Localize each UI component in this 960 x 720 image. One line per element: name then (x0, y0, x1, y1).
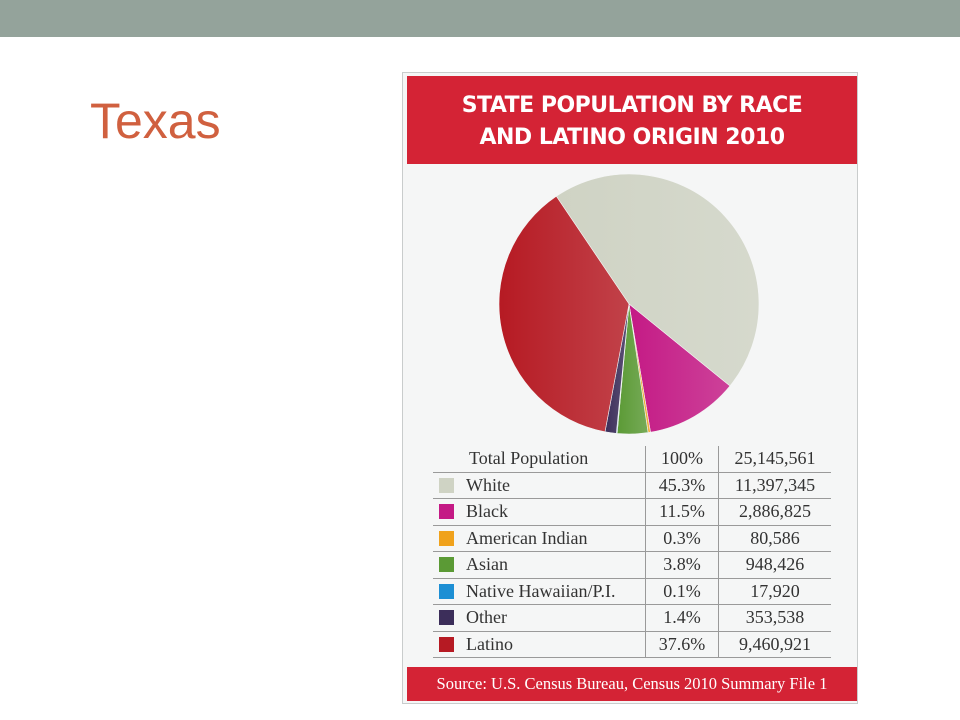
series-count: 11,397,345 (718, 472, 831, 499)
slide-title: Texas (90, 93, 221, 149)
table-row: White 45.3% 11,397,345 (433, 472, 831, 499)
series-name: Latino (466, 633, 513, 654)
total-percent: 100% (645, 446, 719, 473)
source-text: Source: U.S. Census Bureau, Census 2010 … (436, 674, 828, 693)
infographic-card: STATE POPULATION BY RACE AND LATINO ORIG… (402, 72, 858, 704)
latino-swatch (439, 636, 454, 652)
series-name: Other (466, 607, 507, 628)
population-table: Total Population 100% 25,145,561 White 4… (433, 446, 831, 658)
series-name: American Indian (466, 527, 588, 548)
series-count: 9,460,921 (718, 631, 831, 658)
series-percent: 45.3% (645, 472, 719, 499)
table-row: Asian 3.8% 948,426 (433, 551, 831, 579)
table-row: Other 1.4% 353,538 (433, 604, 831, 632)
american-indian-swatch (439, 530, 454, 546)
pie-slice-latino (498, 195, 630, 433)
pie-slice-white (555, 173, 760, 387)
white-swatch (439, 477, 454, 493)
total-count: 25,145,561 (718, 446, 831, 473)
other-swatch (439, 610, 454, 626)
black-swatch (439, 504, 454, 520)
series-percent: 11.5% (645, 498, 719, 526)
total-label: Total Population (469, 448, 589, 469)
slide-top-bar (0, 0, 960, 37)
series-count: 353,538 (718, 604, 831, 632)
series-count: 17,920 (718, 578, 831, 605)
chart-title-line-2: AND LATINO ORIGIN 2010 (479, 125, 785, 150)
series-name: Asian (466, 554, 508, 575)
native-hawaiian-swatch (439, 583, 454, 599)
table-row: Latino 37.6% 9,460,921 (433, 631, 831, 658)
series-name: Native Hawaiian/P.I. (466, 580, 616, 601)
series-percent: 3.8% (645, 551, 719, 579)
table-row: Black 11.5% 2,886,825 (433, 498, 831, 526)
source-footer: Source: U.S. Census Bureau, Census 2010 … (407, 667, 857, 701)
chart-title: STATE POPULATION BY RACE AND LATINO ORIG… (407, 90, 857, 154)
asian-swatch (439, 557, 454, 573)
series-percent: 37.6% (645, 631, 719, 658)
table-row: Native Hawaiian/P.I. 0.1% 17,920 (433, 578, 831, 605)
series-count: 80,586 (718, 525, 831, 552)
series-count: 948,426 (718, 551, 831, 579)
series-count: 2,886,825 (718, 498, 831, 526)
chart-header: STATE POPULATION BY RACE AND LATINO ORIG… (407, 76, 857, 164)
chart-title-line-1: STATE POPULATION BY RACE (461, 93, 803, 118)
series-percent: 0.1% (645, 578, 719, 605)
series-name: White (466, 474, 510, 495)
table-header-row: Total Population 100% 25,145,561 (433, 446, 831, 473)
series-name: Black (466, 501, 508, 522)
series-percent: 1.4% (645, 604, 719, 632)
table-row: American Indian 0.3% 80,586 (433, 525, 831, 552)
pie-chart (498, 173, 760, 435)
series-percent: 0.3% (645, 525, 719, 552)
pie-slice-black (628, 303, 731, 433)
